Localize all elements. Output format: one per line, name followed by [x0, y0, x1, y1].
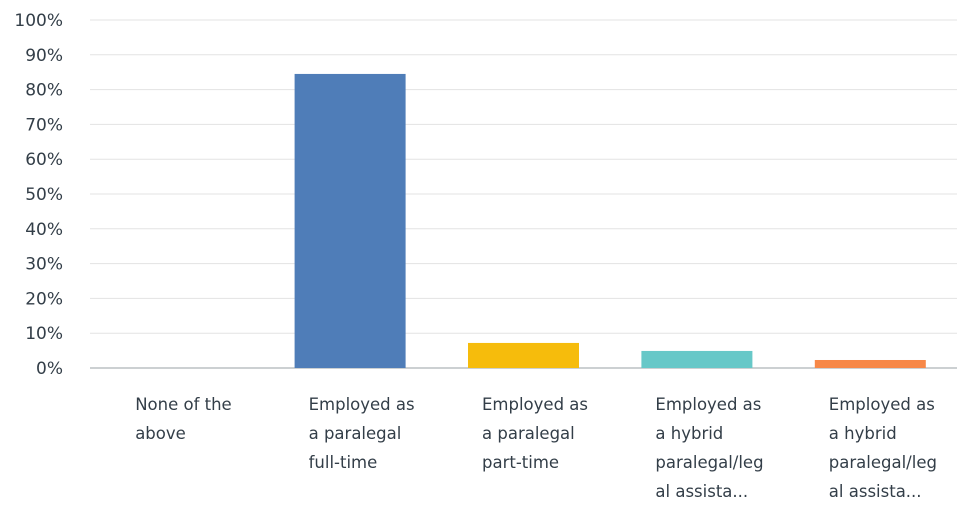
x-category-label-line: Employed as: [828, 395, 935, 414]
bar[interactable]: [814, 359, 926, 368]
x-category-label-line: a paralegal: [482, 424, 575, 443]
y-tick-label: 50%: [25, 185, 63, 205]
x-category-label-line: Employed as: [655, 395, 762, 414]
bar[interactable]: [294, 73, 406, 368]
bar[interactable]: [641, 350, 753, 368]
x-category-label-line: a paralegal: [308, 424, 402, 443]
x-category-label: Employed as a paralegal full-time: [309, 390, 459, 477]
y-tick-label: 70%: [25, 115, 63, 135]
x-category-label-line: a hybrid: [655, 424, 724, 443]
x-category-label: Employed as a hybrid paralegal/leg al assis…: [829, 390, 972, 506]
x-category-label-line: above: [135, 424, 186, 443]
x-category-label-line: al assista...: [828, 482, 922, 501]
y-tick-label: 40%: [25, 220, 63, 240]
x-category-label-line: paralegal/leg: [655, 453, 764, 472]
x-category-label-line: None of the: [135, 395, 232, 414]
x-category-label-line: paralegal/leg: [828, 453, 937, 472]
x-category-label: Employed as a hybrid paralegal/leg al assis…: [655, 390, 805, 506]
bar[interactable]: [468, 342, 579, 368]
y-tick-label: 80%: [25, 81, 63, 101]
x-category-label: None of the above: [135, 390, 285, 448]
y-tick-label: 100%: [14, 11, 63, 31]
y-tick-label: 60%: [25, 150, 63, 170]
x-category-label-line: part-time: [482, 453, 560, 472]
y-tick-label: 90%: [25, 46, 63, 66]
x-category-label-line: Employed as: [482, 395, 588, 414]
x-category-label-line: Employed as: [308, 395, 415, 414]
y-tick-label: 0%: [36, 359, 63, 379]
x-category-label-line: full-time: [308, 453, 378, 472]
x-category-label-line: al assista...: [655, 482, 749, 501]
y-tick-label: 10%: [25, 324, 63, 344]
y-tick-label: 30%: [25, 255, 63, 275]
x-category-label-line: a hybrid: [828, 424, 897, 443]
x-category-label: Employed as a paralegal part-time: [482, 390, 632, 477]
y-tick-label: 20%: [25, 289, 63, 309]
